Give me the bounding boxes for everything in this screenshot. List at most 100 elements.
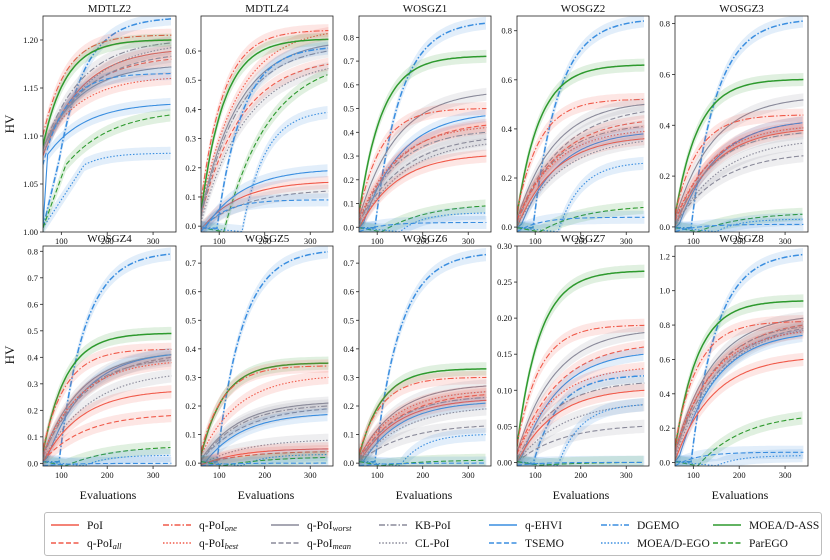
legend-label: DGEMO — [637, 520, 679, 532]
y-axis-label-top: HV — [2, 114, 17, 133]
series-cl_poi — [517, 404, 645, 463]
band-qehvi — [675, 328, 803, 466]
y-tick-label: 0.30 — [497, 241, 512, 251]
band-qehvi — [517, 347, 644, 466]
band-qpoi_one — [43, 342, 172, 456]
band-parego — [201, 68, 328, 232]
band-qpoi_mean — [675, 321, 804, 459]
series-kb_poi — [517, 382, 645, 460]
panel-wosgz2: WOSGZ2 0.0 0.2 0.4 0.6 0.8 100 200 300 — [501, 3, 650, 246]
band-dgemo — [201, 41, 328, 232]
band-qpoi_one — [359, 102, 487, 220]
band-qpoi_mean — [43, 350, 172, 462]
series-cl_poi — [201, 439, 329, 465]
band-kb_poi — [675, 126, 804, 231]
series-poi — [359, 399, 487, 463]
series-dgemo — [201, 47, 329, 230]
band-qpoi_all — [517, 340, 645, 461]
series-qpoi_mean — [517, 425, 645, 463]
series-moead_ego — [359, 434, 486, 466]
band-qpoi_best — [201, 27, 329, 215]
series-poi — [359, 155, 487, 229]
band-cl_poi — [675, 136, 804, 232]
series-poi — [43, 391, 172, 463]
x-tick-label: 100 — [371, 236, 384, 246]
band-cl_poi — [517, 398, 645, 466]
series-qpoi_best — [675, 331, 804, 451]
y-tick-label: 0.5 — [27, 326, 38, 336]
y-tick-label: 0.1 — [185, 192, 196, 202]
series-cl_poi — [43, 375, 172, 461]
series-poi — [43, 50, 172, 156]
band-qpoi_best — [43, 71, 172, 153]
y-tick-label: 0.8 — [659, 19, 670, 29]
y-tick-label: 0.6 — [343, 287, 354, 297]
axes-frame — [674, 245, 809, 467]
band-moead_ego — [359, 428, 486, 466]
band-tsemo — [359, 216, 487, 232]
y-tick-label: 1.00 — [23, 227, 38, 237]
y-tick-label: 0.8 — [659, 320, 670, 330]
series-tsemo — [675, 223, 804, 232]
series-qpoi_best — [517, 368, 645, 455]
y-tick-label: 0.6 — [659, 69, 670, 79]
axes-frame — [516, 15, 650, 233]
y-tick-label: 0.4 — [501, 124, 512, 134]
series-qehvi — [43, 354, 171, 462]
x-tick-label: 300 — [147, 470, 160, 480]
band-tsemo — [43, 67, 172, 172]
y-tick-label: 0.4 — [185, 104, 196, 114]
panel-title: WOSGZ1 — [403, 3, 448, 15]
series-qpoi_one — [201, 365, 329, 452]
band-qpoi_mean — [201, 402, 329, 466]
band-qpoi_one — [43, 28, 172, 142]
series-dgemo — [359, 22, 487, 229]
series-moead_ego — [43, 152, 171, 229]
band-moead_ego — [517, 156, 644, 232]
y-tick-label: 0.1 — [343, 430, 354, 440]
y-tick-label: 0.2 — [501, 173, 512, 183]
series-kb_poi — [201, 405, 329, 462]
x-axis-label-1: Evaluations — [80, 488, 137, 502]
series-moead_ass — [43, 39, 172, 146]
series-qpoi_mean — [201, 190, 329, 229]
series-kb_poi — [675, 132, 804, 225]
band-parego — [675, 411, 803, 466]
series-qpoi_all — [43, 415, 172, 462]
band-parego — [43, 440, 171, 466]
series-dgemo — [43, 18, 172, 228]
series-qpoi_one — [201, 30, 329, 202]
legend-item-moead_ego: MOEA/D-EGO — [601, 538, 710, 550]
series-qpoi_mean — [675, 327, 804, 453]
panel-wosgz7: WOSGZ7 0.00 0.05 0.10 0.15 0.20 0.25 0.30 100 200… — [497, 233, 650, 480]
x-tick-label: 300 — [620, 236, 633, 246]
series-tsemo — [359, 221, 487, 232]
band-qpoi_mean — [359, 419, 487, 466]
series-kb_poi — [201, 50, 329, 218]
axes-frame — [42, 245, 177, 467]
y-tick-label: 0.4 — [343, 127, 354, 137]
y-tick-label: 0.8 — [343, 32, 354, 42]
x-tick-label: 300 — [462, 236, 475, 246]
legend-label: q-PoIone — [199, 520, 237, 533]
band-qpoi_all — [201, 57, 329, 222]
legend: PoI q-PoIall q-PoIone q-PoIbest q-PoIworst q-… — [44, 512, 822, 556]
y-tick-label: 0.00 — [497, 457, 512, 467]
band-cl_poi — [359, 402, 487, 466]
panel-title: WOSGZ2 — [561, 3, 606, 15]
y-tick-label: 0.10 — [497, 385, 512, 395]
band-parego — [517, 201, 644, 232]
band-moead_ego — [675, 212, 803, 232]
legend-item-qehvi: q-EHVI — [489, 520, 562, 532]
x-tick-label: 200 — [258, 236, 271, 246]
axes-frame — [42, 15, 177, 233]
y-tick-label: 0.4 — [659, 389, 670, 399]
series-qpoi_best — [675, 127, 804, 220]
band-kb_poi — [359, 125, 487, 231]
y-tick-label: 0.7 — [185, 258, 196, 268]
x-axis-label-3: Evaluations — [396, 488, 453, 502]
series-qpoi_worst — [359, 385, 487, 459]
series-qpoi_one — [675, 321, 804, 445]
band-tsemo — [675, 445, 804, 466]
